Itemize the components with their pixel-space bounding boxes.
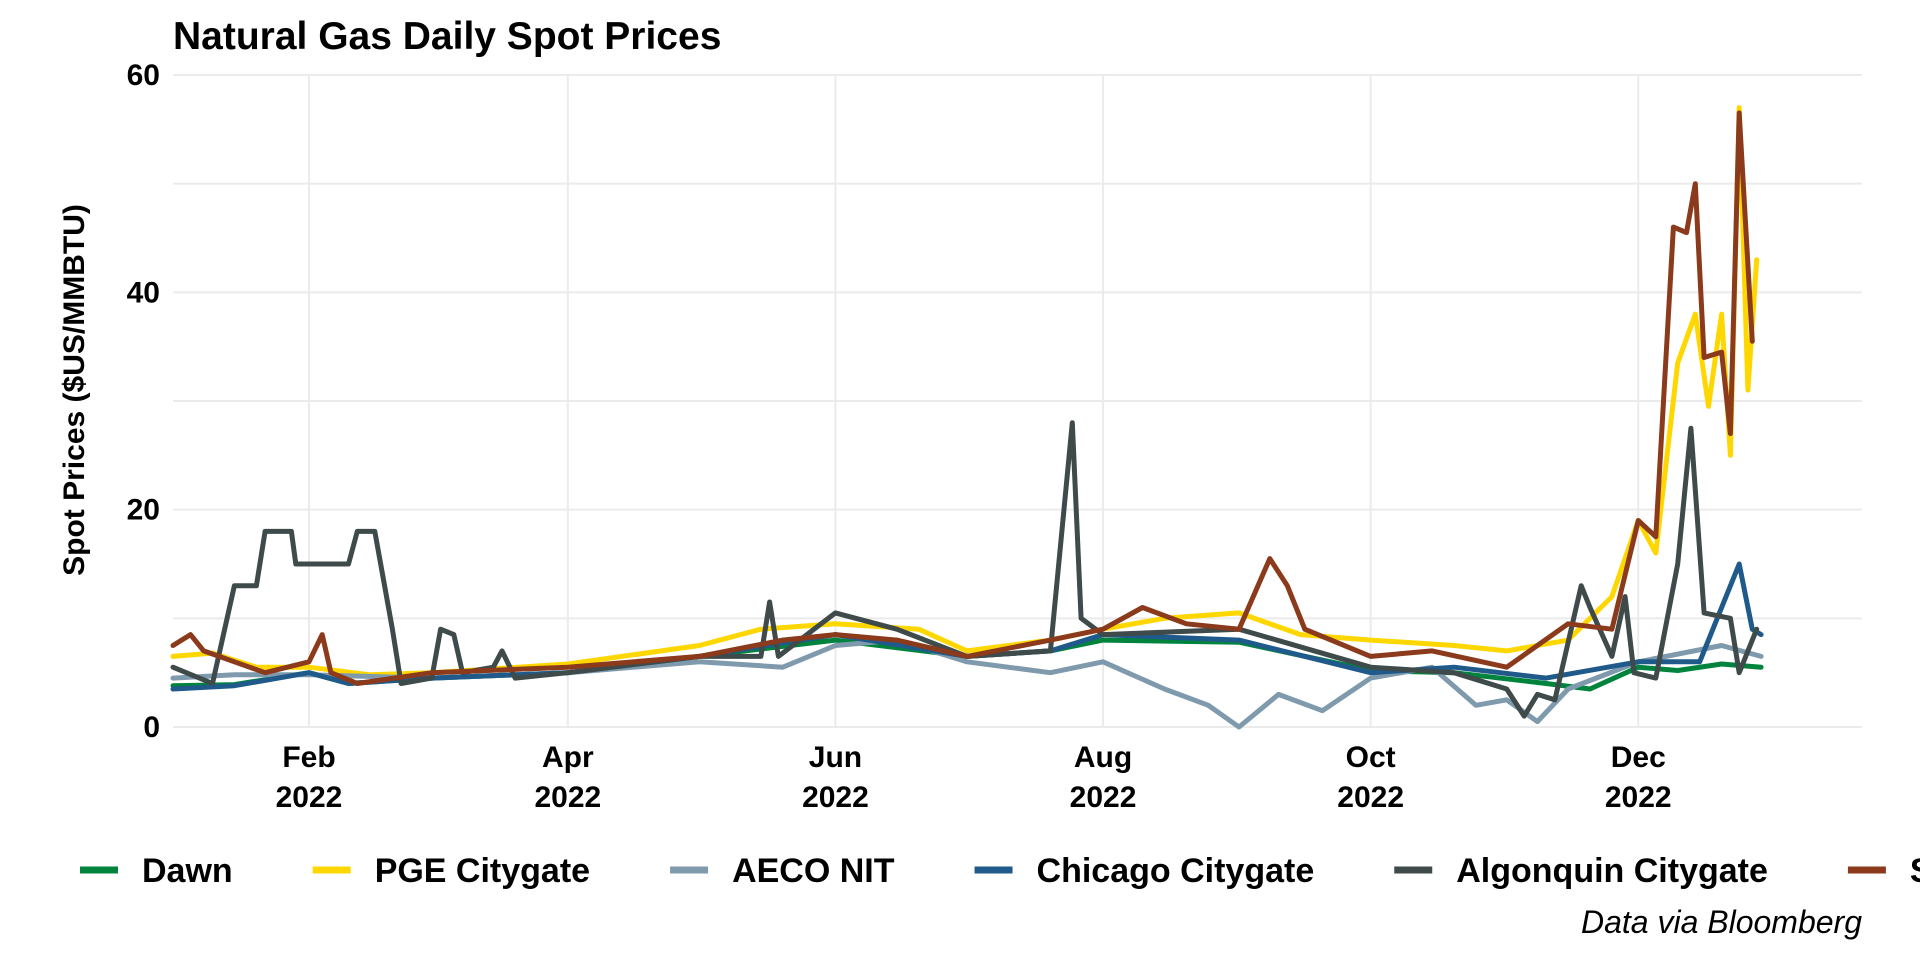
x-tick-year: 2022 [1337,781,1404,814]
x-tick-month: Aug [1074,741,1132,774]
x-tick-month: Jun [809,741,862,774]
y-gridlines [173,74,1862,728]
y-tick-label: 20 [127,494,160,527]
y-tick-label: 0 [143,711,160,744]
x-tick-year: 2022 [1070,781,1137,814]
x-tick-month: Dec [1611,741,1666,774]
x-tick-month: Apr [542,741,594,774]
caption: Data via Bloomberg [1581,904,1862,940]
legend-label: Algonquin Citygate [1456,852,1768,890]
legend: Dawn PGE Citygate AECO NIT Chicago Citygate… [80,852,1920,890]
legend-label: PGE Citygate [375,852,590,890]
x-tick-month: Feb [282,741,335,774]
series-line-algonquin-citygate [170,420,1760,719]
x-tick-year: 2022 [802,781,869,814]
y-tick-label: 60 [127,59,160,92]
x-tick-year: 2022 [1605,781,1672,814]
x-gridlines [307,75,1640,727]
x-tick-year: 2022 [276,781,343,814]
series-line-socal-citygate [170,110,1755,686]
legend-label: SoCal Citygate [1910,852,1920,890]
legend-label: Chicago Citygate [1037,852,1315,890]
x-tick-year: 2022 [534,781,601,814]
series-line-pge-citygate [170,105,1760,678]
x-axis-ticks: Feb 2022 Apr 2022 Jun 2022 Aug 2022 Oct 2022 Dec 20… [276,741,1672,814]
series-lines [170,105,1764,730]
y-axis-label: Spot Prices ($US/MMBTU) [58,204,91,576]
legend-label: AECO NIT [732,852,895,890]
y-axis-ticks: 0 20 40 60 [127,59,160,744]
y-tick-label: 40 [127,276,160,309]
series-line-chicago-citygate [170,561,1764,692]
legend-label: Dawn [142,852,233,890]
chart-title: Natural Gas Daily Spot Prices [173,15,721,58]
x-tick-month: Oct [1346,741,1396,774]
